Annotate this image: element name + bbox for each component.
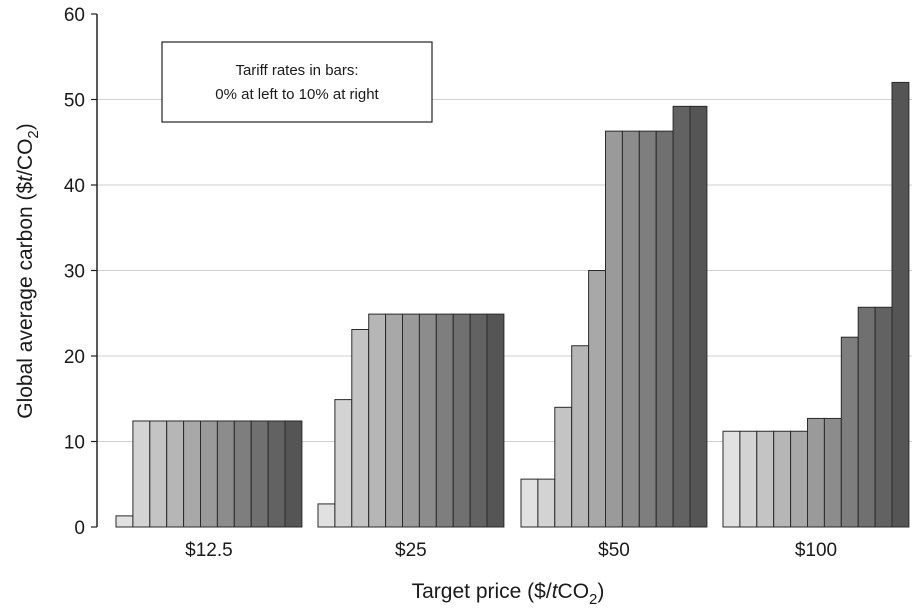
bar [452, 313, 471, 528]
bar [537, 478, 556, 528]
x-tick-label: $12.5 [185, 540, 233, 561]
y-tick-label: 30 [64, 262, 85, 283]
bar [840, 336, 859, 528]
bar [605, 130, 623, 528]
bar [554, 406, 573, 528]
legend-line-2: 0% at left to 10% at right [215, 86, 379, 103]
bar [520, 478, 539, 528]
bar [756, 430, 775, 528]
bar [486, 313, 505, 528]
bar [402, 313, 420, 528]
bar [183, 420, 202, 528]
x-tick-label: $25 [395, 540, 427, 561]
bar [874, 306, 893, 528]
bar [351, 329, 370, 528]
bar [739, 430, 758, 528]
y-tick-label: 50 [64, 91, 85, 112]
bar [166, 420, 185, 528]
x-tick-label: $100 [795, 540, 837, 561]
y-ticks: 0 10 20 30 40 50 60 [64, 5, 97, 539]
bar [672, 105, 691, 528]
y-axis-title: Global average carbon ($t/CO2) [14, 123, 42, 419]
bar [807, 417, 825, 528]
y-tick-label: 40 [64, 176, 85, 197]
bar [638, 130, 657, 528]
legend-box: Tariff rates in bars: 0% at left to 10% … [161, 41, 433, 123]
bar [435, 313, 454, 528]
bar [773, 430, 792, 528]
bar [385, 313, 404, 528]
bar [334, 399, 353, 528]
bar [722, 430, 741, 528]
bar [132, 420, 151, 528]
bar [588, 270, 606, 528]
bar [469, 313, 488, 528]
bar [284, 420, 303, 528]
bar [115, 515, 134, 528]
gridlines [97, 99, 912, 442]
bar [571, 345, 590, 528]
bar [368, 313, 387, 528]
bar [857, 306, 876, 528]
bar [149, 420, 168, 528]
bar [267, 420, 286, 528]
x-tick-label: $50 [598, 540, 630, 561]
x-ticks: $12.5 $25 $50 $100 [185, 540, 837, 561]
y-tick-label: 60 [64, 5, 85, 26]
bars [115, 81, 910, 528]
y-tick-label: 0 [74, 518, 85, 539]
bar [233, 420, 252, 528]
x-axis-title: Target price ($/tCO2) [412, 580, 605, 608]
bar [621, 130, 640, 528]
bar [418, 313, 437, 528]
bar [200, 420, 218, 528]
bar [317, 503, 336, 528]
bar [891, 81, 910, 528]
y-tick-label: 20 [64, 347, 85, 368]
bar [689, 105, 708, 528]
y-tick-label: 10 [64, 433, 85, 454]
bar [655, 130, 674, 528]
bar [790, 430, 808, 528]
bar [250, 420, 269, 528]
bar [823, 417, 842, 528]
legend-line-1: Tariff rates in bars: [235, 62, 358, 79]
bar [216, 420, 235, 528]
